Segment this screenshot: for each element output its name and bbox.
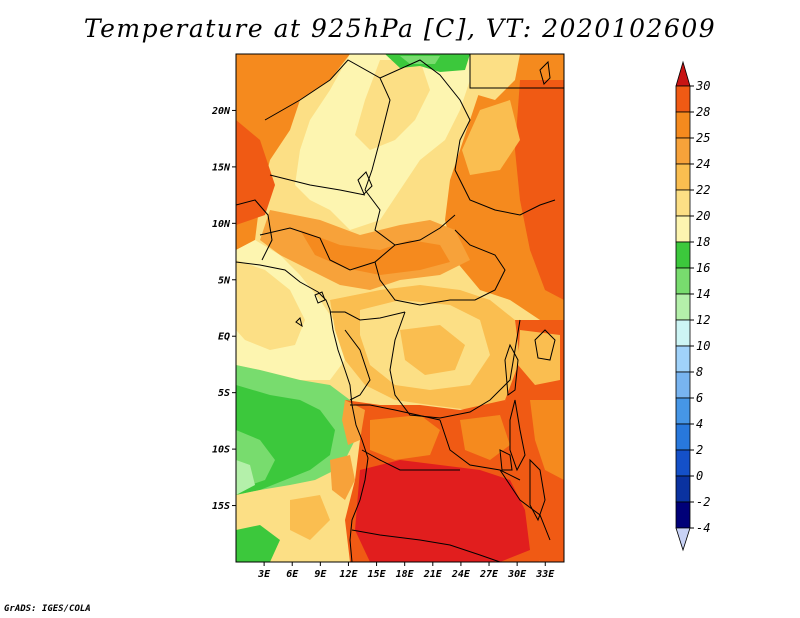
colorbar-label: 0 xyxy=(696,469,703,483)
colorbar-label: 22 xyxy=(696,183,710,197)
colorbar-segment xyxy=(675,371,691,399)
lon-tick-label: 30E xyxy=(507,569,527,580)
lon-tick-label: 3E xyxy=(257,569,271,580)
colorbar-segment xyxy=(675,163,691,191)
colorbar-label: 8 xyxy=(696,365,703,379)
colorbar-segment xyxy=(675,111,691,139)
lon-tick-label: 33E xyxy=(535,569,555,580)
lat-tick-label: 15N xyxy=(212,162,231,173)
lat-tick-label: 5S xyxy=(218,388,230,399)
lat-tick-label: 20N xyxy=(211,106,231,117)
colorbar-segment xyxy=(675,215,691,243)
colorbar-label: 2 xyxy=(696,443,703,457)
lon-tick-label: 18E xyxy=(396,569,415,580)
colorbar-label: 14 xyxy=(696,287,710,301)
colorbar-label: 16 xyxy=(696,261,710,275)
colorbar-segment xyxy=(675,397,691,425)
lon-tick-label: 21E xyxy=(423,569,443,580)
lon-tick-label: 15E xyxy=(368,569,387,580)
lat-tick-label: EQ xyxy=(218,332,230,343)
colorbar-segment xyxy=(675,345,691,373)
colorbar-segment xyxy=(675,475,691,503)
colorbar-label: 28 xyxy=(696,105,710,119)
colorbar-label: 25 xyxy=(696,131,710,145)
longitude-axis: 3E 6E 9E 12E 15E 18E 21E 24E 27E 30E 33E xyxy=(257,562,555,580)
lon-tick-label: 6E xyxy=(286,569,299,580)
latitude-axis: 20N 15N 10N 5N EQ 5S 10S 15S xyxy=(211,106,236,512)
lon-tick-label: 9E xyxy=(314,569,327,580)
lat-tick-label: 15S xyxy=(212,501,230,512)
colorbar-label: 4 xyxy=(696,417,703,431)
colorbar-label: 6 xyxy=(696,391,703,405)
colorbar-segment xyxy=(675,293,691,321)
lat-tick-label: 10S xyxy=(212,445,230,456)
colorbar-segment xyxy=(675,241,691,269)
colorbar-label: 24 xyxy=(696,157,710,171)
colorbar-label: 12 xyxy=(696,313,710,327)
lon-tick-label: 24E xyxy=(451,569,471,580)
colorbar-label: -4 xyxy=(696,521,710,535)
lat-tick-label: 10N xyxy=(212,219,231,230)
colorbar-segment xyxy=(675,501,691,529)
colorbar-segment xyxy=(675,319,691,347)
colorbar-label: 20 xyxy=(696,209,710,223)
colorbar-label: -2 xyxy=(696,495,710,509)
colorbar-segment xyxy=(675,423,691,451)
colorbar-segment xyxy=(675,85,691,113)
country-borders xyxy=(236,54,564,562)
lon-tick-label: 27E xyxy=(479,569,499,580)
temperature-field xyxy=(236,54,564,562)
lon-tick-label: 12E xyxy=(339,569,358,580)
map-frame xyxy=(235,53,565,563)
colorbar-bottom-arrow xyxy=(675,527,691,552)
colorbar-label: 30 xyxy=(695,79,710,93)
colorbar-segment xyxy=(675,267,691,295)
colorbar-top-arrow xyxy=(675,60,691,87)
colorbar-segment xyxy=(675,449,691,477)
colorbar-segment xyxy=(675,137,691,165)
colorbar-segment xyxy=(675,189,691,217)
map-title: Temperature at 925hPa [C], VT: 202010260… xyxy=(83,14,717,43)
grads-credit: GrADS: IGES/COLA xyxy=(4,604,91,614)
lat-tick-label: 5N xyxy=(218,275,231,286)
colorbar-label: 10 xyxy=(696,339,710,353)
colorbar-label: 18 xyxy=(696,235,710,249)
